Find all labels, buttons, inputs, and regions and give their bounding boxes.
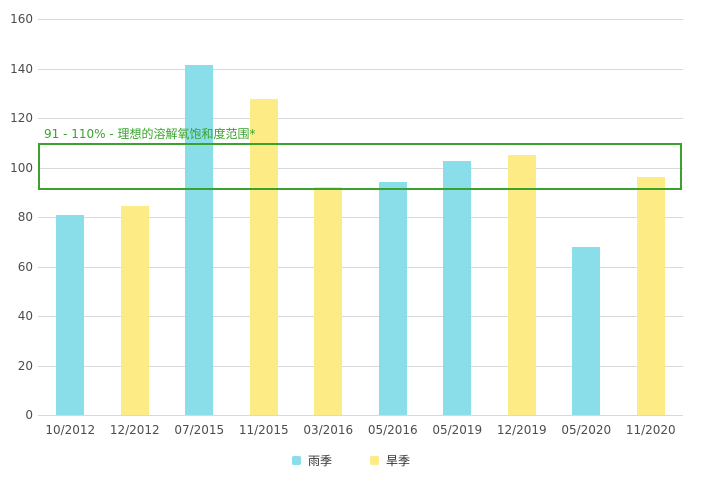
gridline bbox=[38, 19, 683, 20]
dry-season-swatch-icon bbox=[370, 456, 379, 465]
y-axis-tick-label: 140 bbox=[10, 61, 33, 76]
bar-11-2020[interactable] bbox=[636, 177, 665, 415]
gridline bbox=[38, 68, 683, 70]
y-axis-tick-label: 160 bbox=[10, 12, 33, 26]
ideal-range-label: 91 - 110% - 理想的溶解氧饱和度范围* bbox=[44, 126, 256, 141]
y-axis-tick-label: 120 bbox=[10, 111, 33, 125]
gridline bbox=[38, 118, 683, 119]
x-axis-label: 05/2020 bbox=[561, 423, 612, 437]
y-axis-tick-label: 80 bbox=[17, 210, 33, 224]
x-axis-label: 03/2016 bbox=[303, 423, 354, 437]
y-axis-tick-label: 40 bbox=[17, 309, 33, 323]
x-axis-label: 07/2015 bbox=[174, 423, 225, 437]
x-axis-label: 11/2020 bbox=[625, 423, 676, 437]
legend: 雨季 旱季 bbox=[0, 452, 702, 469]
bar-11-2015[interactable] bbox=[249, 99, 278, 415]
y-axis-tick-label: 20 bbox=[17, 358, 33, 373]
rainy-season-swatch-icon bbox=[291, 456, 301, 465]
legend-label-dry-season: 旱季 bbox=[386, 454, 411, 468]
x-axis-label: 05/2019 bbox=[432, 423, 483, 437]
bar-05-2019[interactable] bbox=[443, 161, 472, 415]
y-axis-tick-label: 100 bbox=[10, 160, 33, 175]
x-axis-label: 12/2019 bbox=[496, 423, 547, 437]
legend-item-rainy-season[interactable]: 雨季 bbox=[291, 452, 332, 469]
gridline bbox=[38, 217, 683, 218]
x-axis-label: 05/2016 bbox=[367, 423, 418, 437]
bar-07-2015[interactable] bbox=[185, 64, 214, 415]
bar-05-2020[interactable] bbox=[572, 246, 601, 415]
gridline bbox=[38, 365, 683, 367]
y-axis-tick-label: 0 bbox=[25, 408, 33, 422]
gridline bbox=[38, 415, 683, 416]
bar-12-2019[interactable] bbox=[507, 155, 536, 415]
gridline bbox=[38, 167, 683, 169]
legend-item-dry-season[interactable]: 旱季 bbox=[370, 452, 410, 469]
bar-05-2016[interactable] bbox=[378, 182, 407, 415]
gridline bbox=[38, 316, 683, 317]
gridline bbox=[38, 266, 683, 268]
y-axis-tick-label: 60 bbox=[17, 259, 33, 274]
bar-10-2012[interactable] bbox=[56, 214, 85, 415]
legend-label-rainy-season: 雨季 bbox=[307, 454, 332, 468]
x-axis-label: 11/2015 bbox=[238, 423, 289, 437]
bar-03-2016[interactable] bbox=[314, 187, 343, 415]
bar-12-2012[interactable] bbox=[120, 205, 149, 415]
ideal-range-band bbox=[38, 142, 682, 190]
x-axis-label: 12/2012 bbox=[109, 423, 160, 437]
x-axis-label: 10/2012 bbox=[45, 423, 96, 437]
